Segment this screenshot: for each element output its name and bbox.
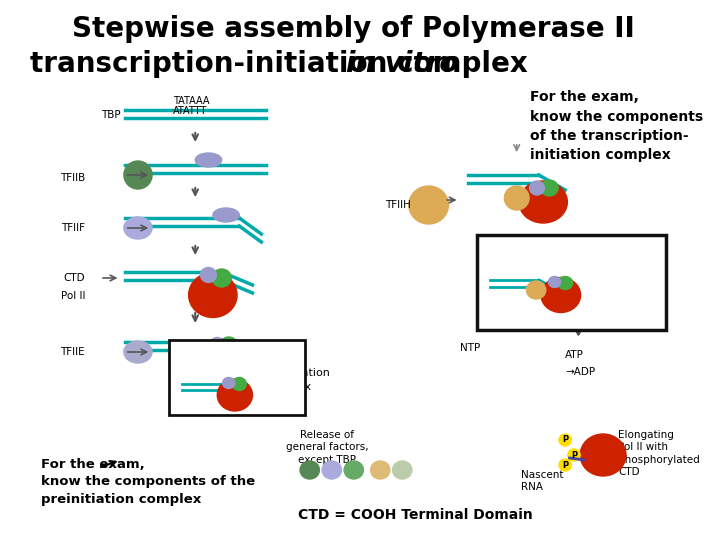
Text: TFIIF: TFIIF: [61, 223, 85, 233]
Ellipse shape: [541, 180, 558, 196]
Ellipse shape: [210, 338, 225, 350]
Ellipse shape: [300, 461, 320, 479]
Text: TFIIE: TFIIE: [60, 347, 85, 357]
Text: preinitiation complex: preinitiation complex: [41, 492, 202, 505]
Ellipse shape: [197, 339, 246, 381]
Ellipse shape: [189, 273, 237, 318]
Ellipse shape: [344, 461, 364, 479]
Text: know the components of the: know the components of the: [41, 476, 255, 489]
Text: P: P: [562, 461, 568, 469]
Ellipse shape: [568, 449, 580, 461]
Text: TATAAA: TATAAA: [174, 96, 210, 106]
Text: Elongating
Pol II with
phosphorylated
CTD: Elongating Pol II with phosphorylated CT…: [618, 430, 700, 477]
Ellipse shape: [233, 377, 246, 390]
Ellipse shape: [559, 434, 572, 446]
Text: Preinitiation
complex: Preinitiation complex: [264, 368, 330, 392]
Bar: [477, 235, 667, 330]
Text: →ADP: →ADP: [565, 367, 595, 377]
Text: ATP: ATP: [565, 350, 584, 360]
Text: transcription-initiation complex: transcription-initiation complex: [30, 50, 537, 78]
Text: For the exam,
know the components
of the transcription-
initiation complex: For the exam, know the components of the…: [530, 90, 703, 163]
Text: For the exam,: For the exam,: [41, 458, 145, 471]
Ellipse shape: [519, 181, 567, 223]
Text: Transcription-
initiation
complex: Transcription- initiation complex: [572, 268, 642, 302]
Ellipse shape: [222, 377, 235, 388]
Ellipse shape: [195, 153, 222, 167]
Text: TFIIB: TFIIB: [60, 173, 85, 183]
Ellipse shape: [580, 434, 626, 476]
Ellipse shape: [220, 337, 238, 353]
Ellipse shape: [558, 276, 572, 289]
Ellipse shape: [124, 161, 152, 189]
Text: in vitro: in vitro: [346, 50, 459, 78]
Text: P: P: [571, 450, 577, 460]
Ellipse shape: [212, 269, 231, 287]
Text: CTD = COOH Terminal Domain: CTD = COOH Terminal Domain: [298, 508, 533, 522]
Ellipse shape: [505, 186, 529, 210]
Ellipse shape: [392, 461, 412, 479]
Bar: [168, 340, 305, 415]
Ellipse shape: [322, 461, 341, 479]
Ellipse shape: [124, 217, 152, 239]
Ellipse shape: [124, 341, 152, 363]
Ellipse shape: [217, 379, 253, 411]
Text: TBP: TBP: [101, 110, 120, 120]
Ellipse shape: [559, 459, 572, 471]
Text: CTD: CTD: [63, 273, 85, 283]
Ellipse shape: [541, 278, 580, 313]
Text: Nascent
RNA: Nascent RNA: [521, 470, 564, 492]
Text: Release of
general factors,
except TBP: Release of general factors, except TBP: [286, 430, 369, 465]
Ellipse shape: [371, 461, 390, 479]
Ellipse shape: [549, 276, 561, 287]
Text: Stepwise assembly of Polymerase II: Stepwise assembly of Polymerase II: [73, 15, 635, 43]
Text: ATATTT: ATATTT: [174, 106, 207, 116]
Text: P: P: [562, 435, 568, 444]
Ellipse shape: [529, 181, 544, 195]
Text: NTP: NTP: [460, 343, 481, 353]
Ellipse shape: [213, 208, 239, 222]
Ellipse shape: [200, 267, 217, 282]
Text: Pol II: Pol II: [60, 291, 85, 301]
Ellipse shape: [409, 186, 449, 224]
Ellipse shape: [526, 281, 546, 299]
Text: TFIIH: TFIIH: [385, 200, 411, 210]
